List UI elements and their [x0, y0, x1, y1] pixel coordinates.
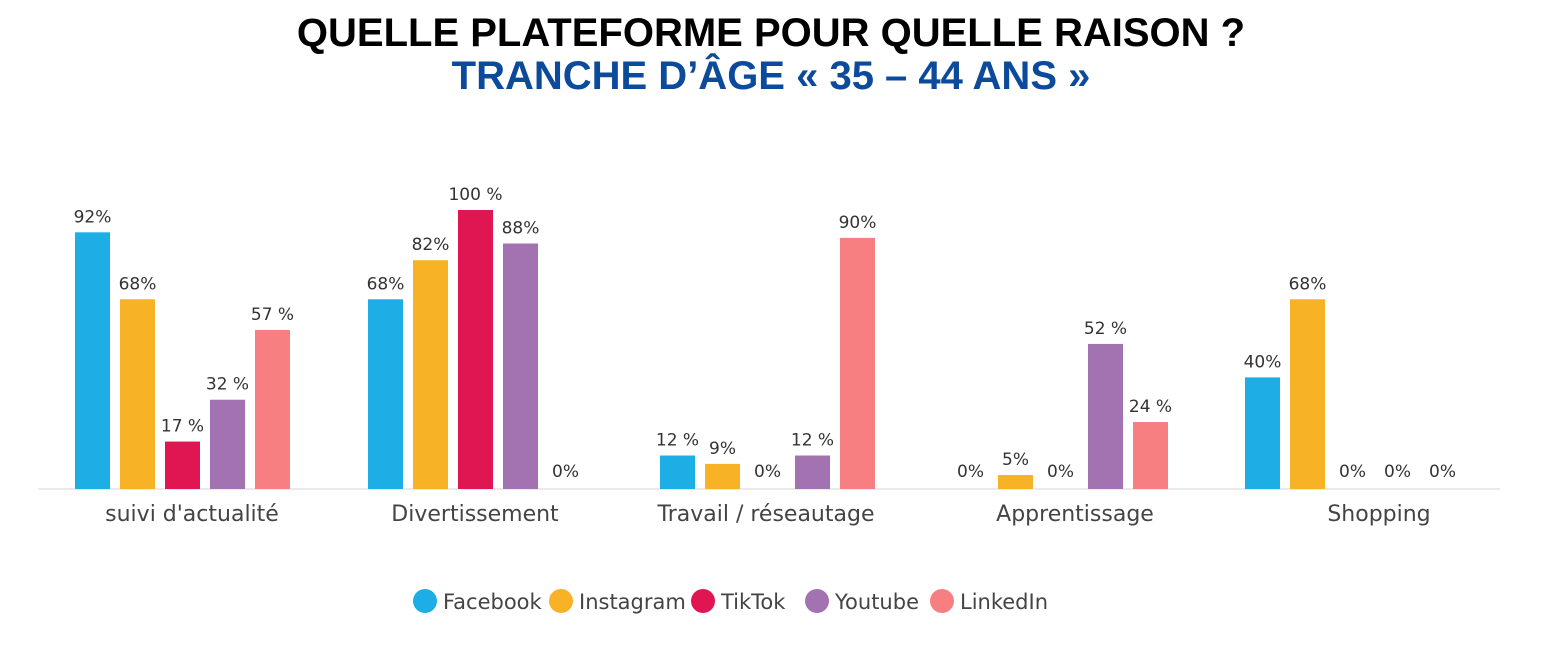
category-label-apprentissage: Apprentissage	[996, 502, 1154, 527]
legend-swatch-youtube	[805, 589, 829, 613]
bar-youtube-travail-reseautage	[795, 455, 830, 489]
legend-label-tiktok: TikTok	[720, 590, 786, 614]
bar-tiktok-suivi-d-actualite	[165, 441, 200, 489]
legend-swatch-linkedin	[930, 589, 954, 613]
value-label-youtube-suivi-d-actualite: 32 %	[206, 375, 249, 395]
value-label-linkedin-apprentissage: 24 %	[1129, 397, 1172, 417]
legend-swatch-tiktok	[691, 589, 715, 613]
value-label-linkedin-travail-reseautage: 90%	[839, 213, 877, 233]
value-label-instagram-shopping: 68%	[1289, 274, 1327, 294]
bar-linkedin-apprentissage	[1133, 422, 1168, 489]
value-label-youtube-divertissement: 88%	[502, 218, 540, 238]
value-label-tiktok-divertissement: 100 %	[448, 185, 502, 205]
chart-subtitle: TRANCHE D’ÂGE « 35 – 44 ANS »	[451, 54, 1091, 98]
value-label-facebook-apprentissage: 0%	[957, 462, 984, 482]
category-labels-group: suivi d'actualité Divertissement Travail /…	[105, 502, 1431, 527]
legend-label-instagram: Instagram	[579, 590, 686, 614]
value-label-youtube-travail-reseautage: 12 %	[791, 431, 834, 451]
bar-facebook-travail-reseautage	[660, 455, 695, 489]
category-label-shopping: Shopping	[1327, 502, 1430, 527]
legend-swatch-instagram	[549, 589, 573, 613]
bar-instagram-divertissement	[413, 260, 448, 489]
bar-facebook-suivi-d-actualite	[75, 232, 110, 489]
value-label-facebook-travail-reseautage: 12 %	[656, 431, 699, 451]
value-label-tiktok-apprentissage: 0%	[1047, 462, 1074, 482]
value-label-facebook-divertissement: 68%	[367, 274, 405, 294]
value-label-facebook-shopping: 40%	[1244, 352, 1282, 372]
legend-swatch-facebook	[413, 589, 437, 613]
bar-instagram-apprentissage	[998, 475, 1033, 489]
chart-title: QUELLE PLATEFORME POUR QUELLE RAISON ?	[296, 11, 1246, 55]
value-label-facebook-suivi-d-actualite: 92%	[74, 207, 112, 227]
value-label-instagram-divertissement: 82%	[412, 235, 450, 255]
value-label-linkedin-divertissement: 0%	[552, 462, 579, 482]
value-label-linkedin-shopping: 0%	[1429, 462, 1456, 482]
value-label-tiktok-suivi-d-actualite: 17 %	[161, 417, 204, 437]
bar-instagram-shopping	[1290, 299, 1325, 489]
bar-youtube-apprentissage	[1088, 343, 1123, 489]
value-label-instagram-travail-reseautage: 9%	[709, 439, 736, 459]
bar-facebook-shopping	[1245, 377, 1280, 489]
bar-instagram-travail-reseautage	[705, 463, 740, 489]
category-label-divertissement: Divertissement	[391, 502, 559, 527]
value-label-youtube-shopping: 0%	[1384, 462, 1411, 482]
bar-instagram-suivi-d-actualite	[120, 299, 155, 489]
value-label-tiktok-shopping: 0%	[1339, 462, 1366, 482]
value-label-tiktok-travail-reseautage: 0%	[754, 462, 781, 482]
category-label-travail-reseautage: Travail / réseautage	[657, 502, 875, 527]
value-labels-group: 92% 68% 17 % 32 % 57 % 68% 82% 100 %88% 0% 12 % 9%…	[74, 185, 1456, 482]
value-label-youtube-apprentissage: 52 %	[1084, 319, 1127, 339]
bar-linkedin-suivi-d-actualite	[255, 329, 290, 489]
value-label-linkedin-suivi-d-actualite: 57 %	[251, 305, 294, 325]
value-label-instagram-apprentissage: 5%	[1002, 450, 1029, 470]
bar-facebook-divertissement	[368, 299, 403, 489]
legend-label-youtube: Youtube	[834, 590, 919, 614]
bar-tiktok-divertissement	[458, 210, 493, 489]
bar-youtube-suivi-d-actualite	[210, 399, 245, 489]
bar-linkedin-travail-reseautage	[840, 237, 875, 489]
value-label-instagram-suivi-d-actualite: 68%	[119, 274, 157, 294]
legend: Facebook Instagram TikTok Youtube LinkedIn	[413, 589, 1048, 614]
category-label-suivi-d-actualite: suivi d'actualité	[105, 502, 279, 527]
legend-label-linkedin: LinkedIn	[960, 590, 1048, 614]
bar-youtube-divertissement	[503, 243, 538, 489]
bars-group	[75, 210, 1325, 489]
legend-label-facebook: Facebook	[443, 590, 543, 614]
